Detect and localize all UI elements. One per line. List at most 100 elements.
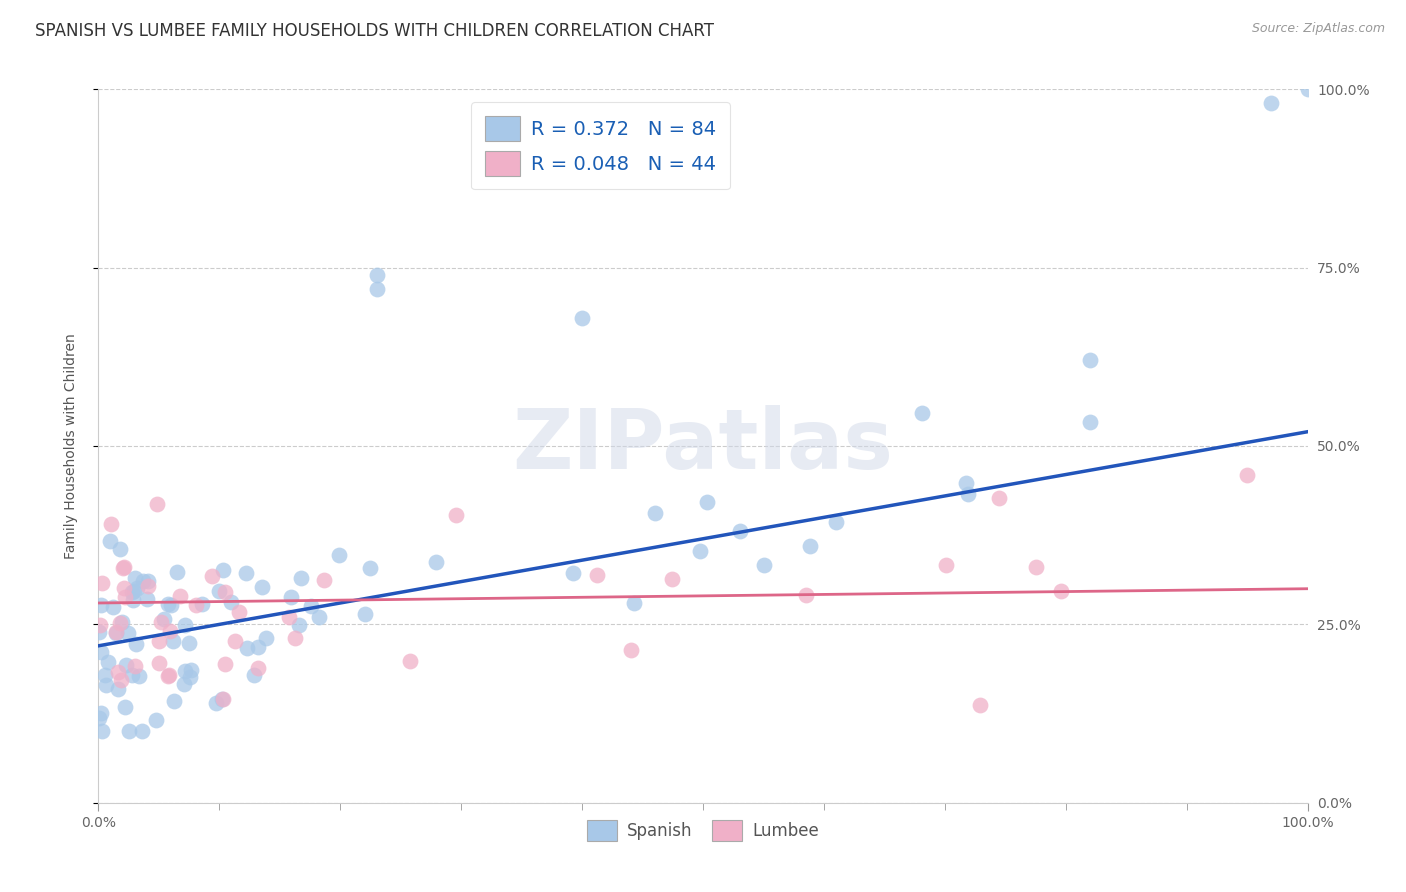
Point [180, 663, 202, 677]
Point [132, 574, 155, 588]
Point [956, 487, 979, 501]
Point [312, 574, 335, 588]
Point [148, 657, 170, 671]
Point [236, 641, 259, 656]
Point [623, 596, 645, 610]
Legend: Spanish, Lumbee: Spanish, Lumbee [581, 814, 825, 848]
Point [105, 626, 128, 640]
Point [287, 618, 309, 632]
Point [935, 558, 957, 572]
Point [177, 636, 200, 650]
Point [101, 599, 124, 614]
Point [100, 517, 122, 532]
Point [398, 654, 420, 668]
Point [87, 625, 110, 640]
Point [125, 582, 148, 596]
Point [277, 610, 299, 624]
Point [696, 495, 718, 509]
Point [108, 542, 131, 557]
Point [444, 508, 467, 523]
Point [90, 645, 112, 659]
Point [366, 282, 388, 296]
Point [136, 578, 159, 592]
Point [114, 700, 136, 714]
Point [562, 566, 585, 580]
Point [201, 569, 224, 583]
Point [254, 632, 277, 646]
Point [987, 491, 1010, 505]
Point [162, 634, 184, 648]
Point [1296, 82, 1319, 96]
Text: ZIPatlas: ZIPatlas [513, 406, 893, 486]
Point [124, 571, 146, 585]
Point [136, 574, 159, 589]
Point [911, 406, 934, 420]
Point [111, 561, 134, 575]
Point [214, 657, 236, 672]
Point [156, 598, 179, 612]
Point [571, 310, 593, 325]
Point [252, 580, 274, 594]
Point [90, 598, 112, 612]
Point [689, 543, 711, 558]
Point [728, 524, 751, 538]
Point [91, 576, 114, 591]
Point [191, 597, 214, 611]
Point [94, 678, 117, 692]
Point [1025, 560, 1047, 574]
Point [114, 590, 136, 604]
Point [112, 581, 135, 595]
Point [89, 711, 111, 725]
Point [247, 640, 270, 654]
Point [1236, 467, 1258, 482]
Point [173, 664, 195, 678]
Point [299, 599, 322, 614]
Point [825, 515, 848, 529]
Y-axis label: Family Households with Children: Family Households with Children [63, 333, 77, 559]
Point [145, 713, 167, 727]
Point [425, 555, 447, 569]
Point [247, 661, 270, 675]
Point [108, 615, 131, 630]
Point [184, 598, 207, 612]
Point [150, 615, 173, 630]
Point [211, 691, 233, 706]
Point [644, 506, 666, 520]
Point [125, 637, 148, 651]
Point [179, 670, 201, 684]
Point [284, 632, 307, 646]
Text: Source: ZipAtlas.com: Source: ZipAtlas.com [1251, 22, 1385, 36]
Point [208, 584, 231, 599]
Point [98, 533, 121, 548]
Point [128, 669, 150, 683]
Point [131, 724, 153, 739]
Point [115, 657, 138, 672]
Point [136, 592, 159, 607]
Point [235, 566, 257, 580]
Point [243, 668, 266, 682]
Point [173, 617, 195, 632]
Point [620, 643, 643, 657]
Point [107, 681, 129, 696]
Point [205, 696, 228, 710]
Point [104, 624, 127, 639]
Point [112, 559, 135, 574]
Point [90, 706, 112, 720]
Point [308, 609, 330, 624]
Point [89, 618, 111, 632]
Point [1049, 584, 1071, 599]
Point [212, 563, 235, 577]
Point [290, 571, 312, 585]
Point [148, 634, 170, 648]
Point [585, 568, 607, 582]
Point [166, 565, 188, 579]
Text: SPANISH VS LUMBEE FAMILY HOUSEHOLDS WITH CHILDREN CORRELATION CHART: SPANISH VS LUMBEE FAMILY HOUSEHOLDS WITH… [35, 22, 714, 40]
Point [124, 658, 146, 673]
Point [799, 539, 821, 553]
Point [169, 589, 191, 603]
Point [228, 605, 250, 619]
Point [280, 590, 302, 604]
Point [107, 665, 129, 680]
Point [354, 607, 377, 622]
Point [94, 668, 117, 682]
